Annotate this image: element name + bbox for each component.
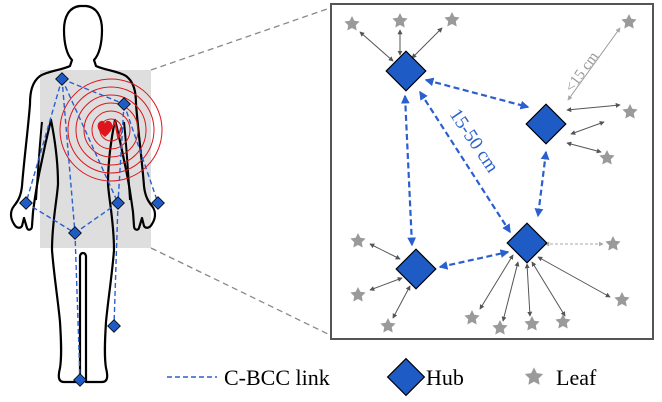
body-node (107, 319, 121, 333)
signal-rings (59, 78, 163, 182)
body-links (25, 78, 159, 381)
body-node (73, 373, 87, 387)
legend-leaf-icon (524, 367, 544, 385)
leaf-spokes (359, 27, 621, 322)
hub-links (400, 77, 550, 270)
hub-node (395, 248, 437, 290)
hub-node (525, 103, 567, 145)
body-node (117, 97, 131, 111)
body-outline (9, 4, 157, 384)
body-node (151, 196, 165, 210)
legend-leaf-label: Leaf (556, 365, 597, 390)
hub-node (506, 222, 548, 264)
heart-icon (97, 120, 113, 137)
body-figure (9, 4, 157, 384)
body-nodes (19, 72, 165, 387)
zoom-connectors (150, 7, 331, 336)
body-node (19, 196, 33, 210)
hub-nodes (385, 50, 567, 290)
body-node (68, 226, 82, 240)
legend-hub-icon (386, 357, 426, 397)
hub-node (385, 50, 427, 92)
heartbeat-icon (104, 119, 124, 139)
short-range-marker (567, 27, 621, 101)
body-node (55, 72, 69, 86)
legend: C-BCC link Hub Leaf (167, 357, 597, 397)
legend-link-label: C-BCC link (224, 365, 330, 390)
legend-hub-label: Hub (426, 365, 464, 390)
body-node (111, 196, 125, 210)
